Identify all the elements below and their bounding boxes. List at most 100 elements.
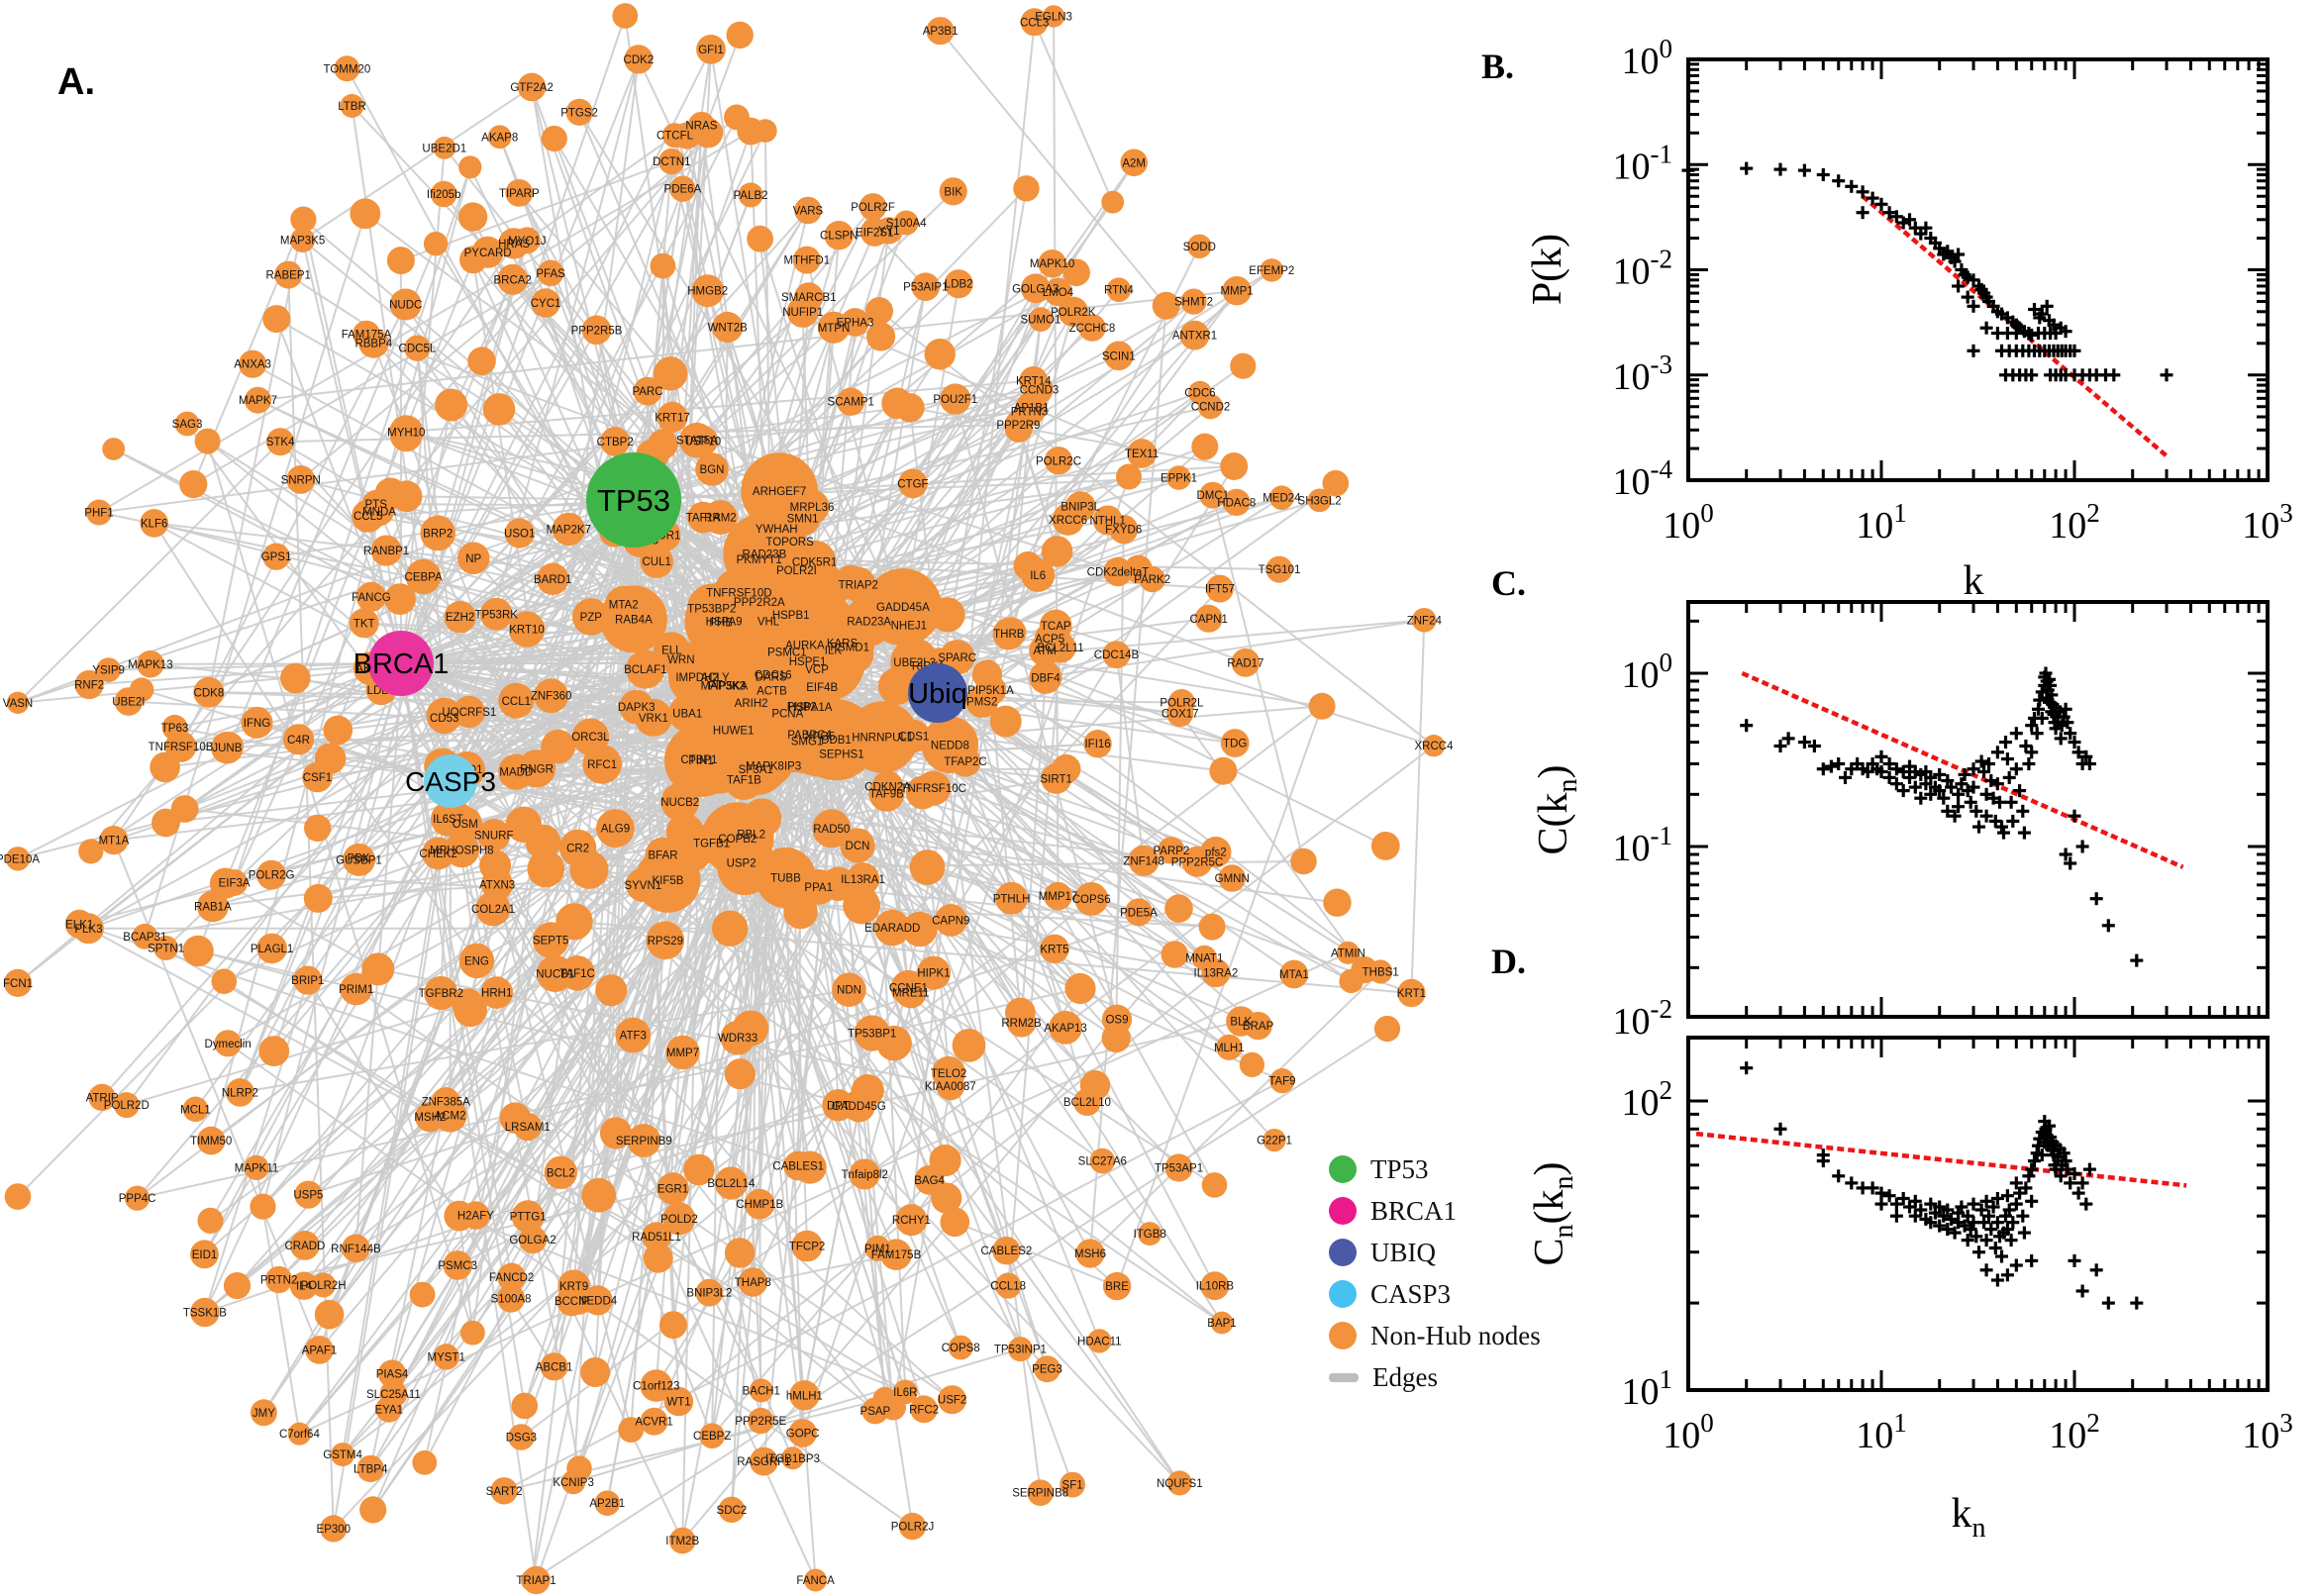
axis-ticks (1688, 602, 2268, 1017)
network-node (193, 676, 225, 708)
node-label: AP2B1 (589, 1498, 625, 1510)
node-label: RFC1 (587, 759, 617, 771)
node-label: POLR2I (776, 565, 817, 577)
node-label: PDE6A (664, 184, 702, 196)
node-label: ARIH2 (735, 698, 768, 710)
network-node (812, 809, 852, 848)
node-label: CDKN2A (864, 782, 911, 794)
node-label: PPP2R9 (996, 420, 1040, 432)
node-label: MNDA (362, 506, 396, 518)
network-node (619, 689, 655, 725)
network-node (971, 659, 1002, 690)
node-label: TSG101 (1259, 564, 1301, 576)
node-label: ABCB1 (536, 1361, 573, 1373)
edge-swatch-icon (1329, 1372, 1359, 1382)
network-node (618, 1417, 645, 1443)
network-node (370, 535, 402, 566)
network-node (898, 1512, 927, 1541)
network-node (482, 393, 516, 426)
node-label: GOPC (786, 1429, 820, 1441)
svg-text:101: 101 (1856, 498, 1907, 547)
node-label: POLR2G (249, 870, 295, 882)
network-node (287, 1422, 311, 1446)
node-label: NEDD8 (931, 740, 969, 751)
network-node (250, 1193, 276, 1220)
network-node (331, 1443, 355, 1467)
network-node (537, 259, 564, 287)
network-node (1101, 1023, 1131, 1053)
node-label: KRT9 (559, 1281, 588, 1293)
network-node (196, 1126, 226, 1155)
network-node (1109, 515, 1139, 545)
network-node (1187, 234, 1212, 258)
legend-label: TP53 (1370, 1153, 1429, 1184)
node-label: MTA1 (1279, 969, 1309, 981)
network-node (1044, 881, 1072, 911)
node-label: ACP5 (1035, 634, 1064, 646)
node-label: RANBP1 (363, 546, 409, 557)
network-node (537, 562, 569, 595)
network-node (422, 837, 454, 870)
panel-c-plot: 100 10-1 10-2 C(kn​) (1531, 600, 2270, 1043)
node-label: EP300 (317, 1524, 352, 1536)
x-axis-title: kn​ (1952, 1491, 1986, 1544)
network-node (1205, 574, 1234, 603)
network-node (718, 1496, 746, 1524)
network-node (565, 98, 593, 126)
node-label: SF1 (1062, 1480, 1083, 1492)
network-node (280, 662, 311, 694)
network-node (938, 1385, 967, 1415)
node-label: ENG (464, 955, 489, 967)
node-label: EZH2 (446, 612, 474, 624)
node-swatch-icon (1329, 1239, 1357, 1266)
network-node (140, 509, 168, 538)
network-node (1062, 258, 1090, 287)
node-label: PHB (709, 617, 733, 629)
panel-a-label: A. (57, 61, 95, 103)
node-label: NTHL1 (1089, 516, 1125, 528)
node-label: APAF1 (302, 1345, 338, 1356)
node-swatch-icon (1329, 1322, 1357, 1349)
svg-text:100: 100 (1622, 648, 1673, 696)
network-node (459, 246, 487, 274)
node-label: COL2A1 (471, 904, 515, 916)
network-node (1412, 608, 1437, 633)
node-label: TOMM20 (324, 63, 371, 75)
network-node (274, 260, 303, 289)
network-node (1197, 394, 1224, 420)
network-node (1064, 491, 1096, 523)
node-label: HSPA9 (706, 617, 743, 629)
network-node (1397, 978, 1426, 1008)
node-label: CCND2 (1191, 402, 1231, 414)
node-label: CCND3 (1020, 385, 1060, 397)
network-node (266, 428, 295, 456)
network-node (250, 1399, 277, 1427)
node-label: MPHOSPH8 (430, 845, 494, 856)
node-label: PKMYT1 (737, 554, 782, 566)
network-node (305, 1336, 334, 1364)
node-label: LTBR (338, 101, 366, 113)
node-label: GPS1 (261, 551, 292, 563)
node-label: H2AFY (457, 1211, 494, 1223)
network-node (1191, 433, 1219, 460)
network-node (1007, 1337, 1033, 1362)
network-node (692, 118, 724, 149)
node-label: CTGF (897, 478, 928, 490)
svg-text:101: 101 (1622, 1364, 1673, 1413)
node-label: HSPE1 (789, 656, 827, 668)
node-label: MMP1 (1220, 286, 1253, 298)
network-node (612, 3, 639, 29)
node-label: MAPK10 (1030, 258, 1074, 270)
node-label: TP53BP2 (687, 604, 736, 616)
network-node (511, 1392, 539, 1420)
node-label: BRIP1 (291, 975, 324, 987)
node-label: TAF9 (1268, 1076, 1295, 1088)
network-node (724, 104, 750, 131)
network-node (696, 35, 726, 64)
node-label: AP3B1 (923, 26, 959, 38)
network-node (843, 886, 880, 925)
node-label: PARK2 (1134, 574, 1170, 586)
network-node (1127, 439, 1157, 468)
network-node (939, 177, 967, 206)
network-node (499, 1102, 532, 1134)
